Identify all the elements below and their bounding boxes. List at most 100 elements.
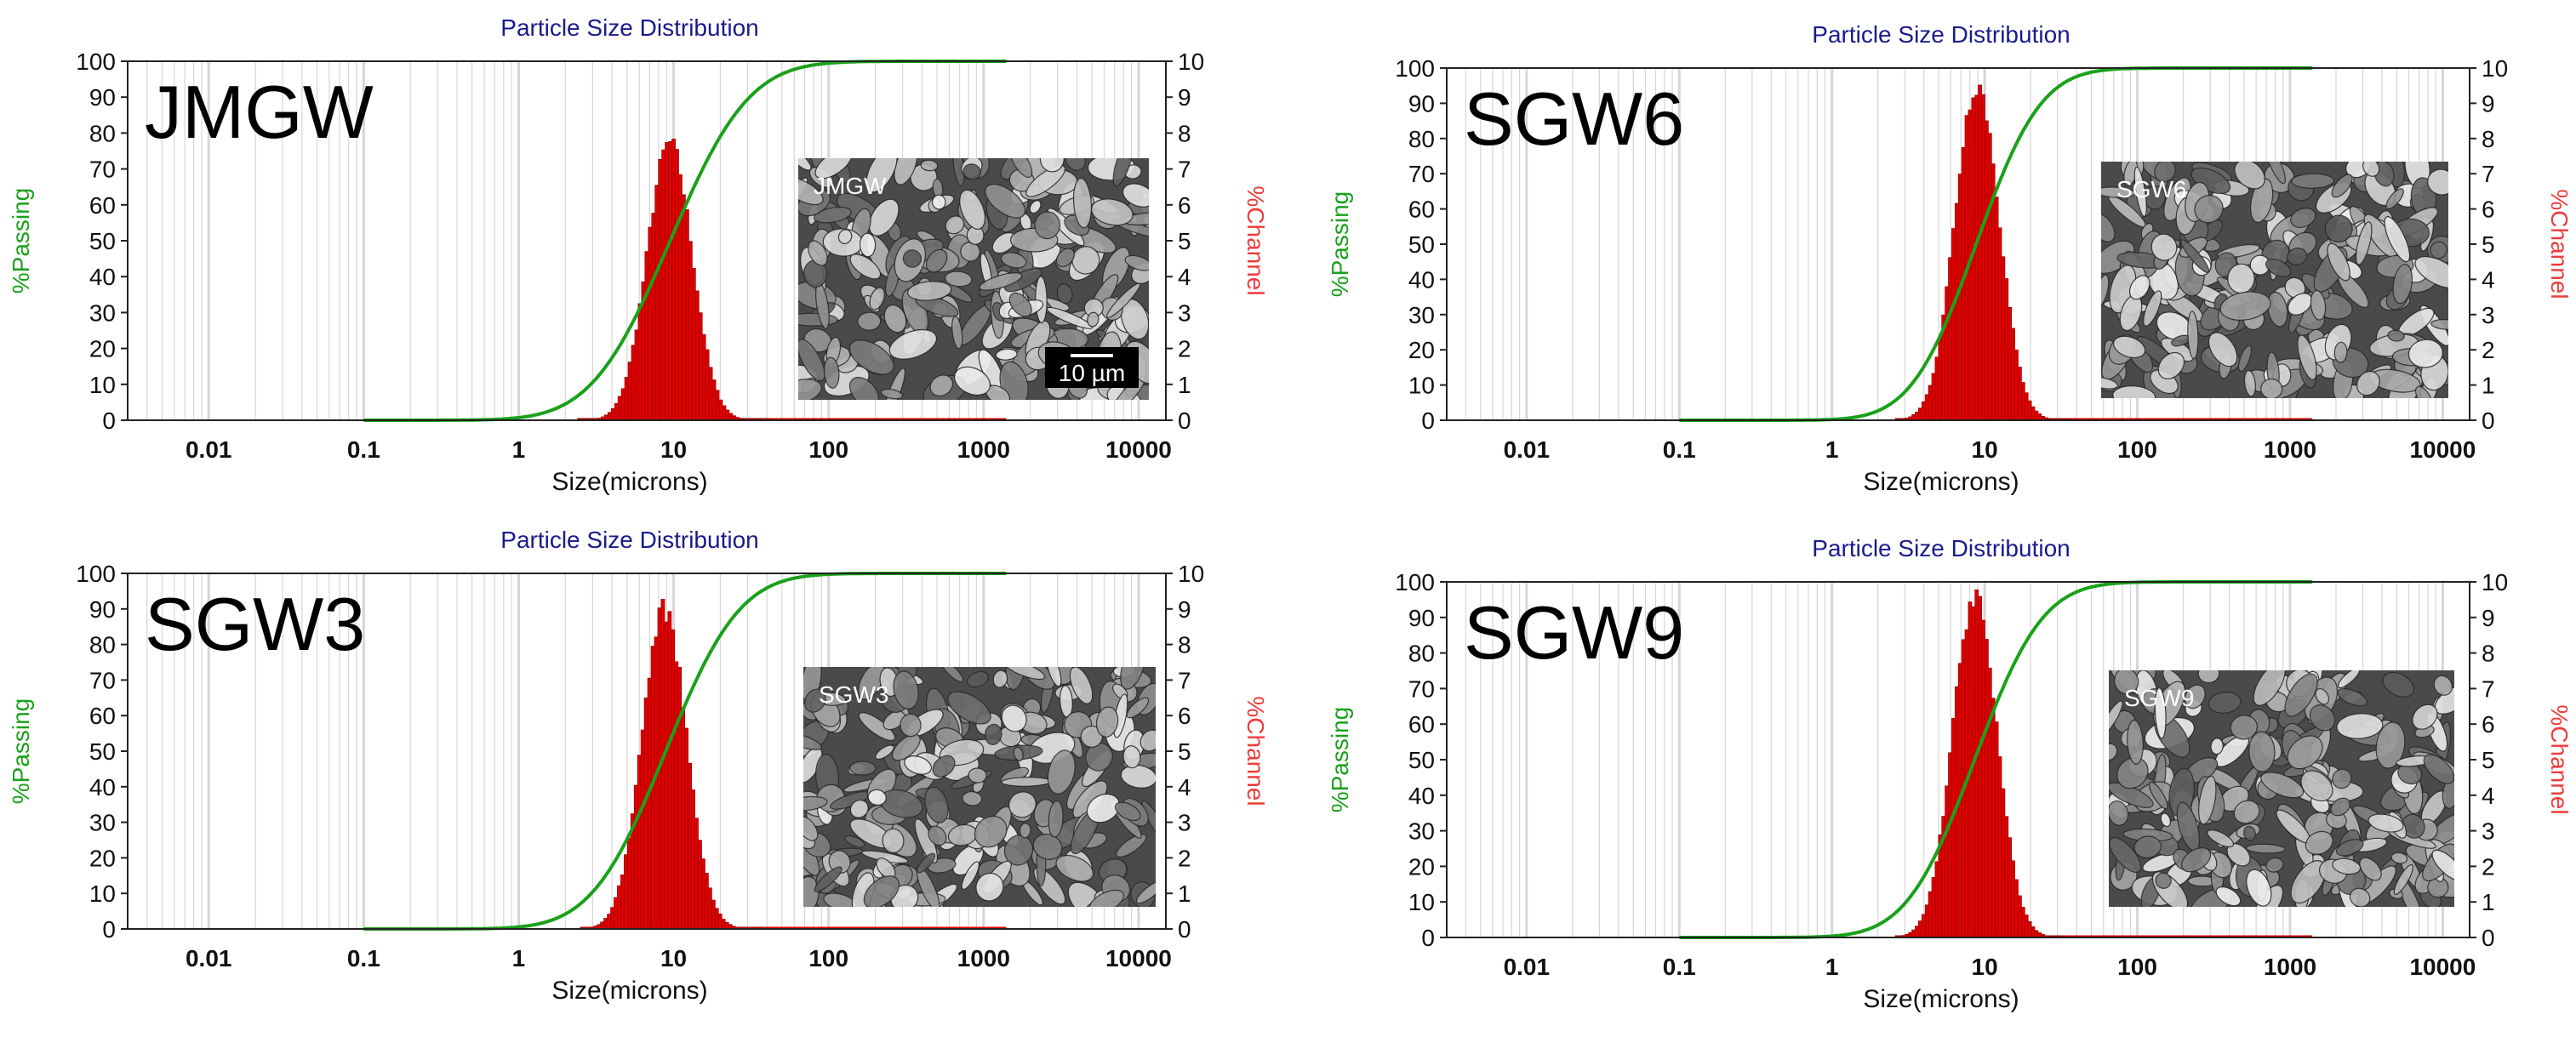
channel-bar: [688, 241, 693, 421]
channel-bar: [675, 149, 679, 421]
channel-bar: [1915, 411, 1919, 421]
y-tick-right: 2: [1178, 845, 1191, 871]
channel-bar: [698, 840, 702, 930]
channel-bar: [1987, 133, 1992, 421]
channel-bar: [658, 159, 663, 421]
sem-flake: [2382, 671, 2415, 698]
sem-image-label: JMGW: [814, 173, 887, 199]
channel-bar: [626, 838, 631, 930]
panel-label: SGW6: [1464, 77, 1684, 161]
sem-flake: [2260, 772, 2305, 799]
channel-bar: [671, 139, 676, 421]
sem-flake: [2116, 757, 2149, 789]
chart-title: Particle Size Distribution: [500, 14, 758, 41]
channel-bar: [654, 636, 659, 930]
channel-bar: [711, 899, 716, 930]
channel-bar: [2034, 930, 2039, 938]
sem-flake: [888, 328, 938, 360]
y-tick-right: 6: [2482, 197, 2495, 223]
channel-bar: [667, 611, 672, 930]
sem-flake: [2288, 293, 2313, 316]
y-axis-label-left: %Passing: [1327, 707, 1353, 813]
sem-flake: [2215, 886, 2242, 907]
y-axis-label-right: %Channel: [2546, 189, 2573, 299]
channel-bar: [2001, 788, 2006, 938]
channel-bar: [624, 377, 629, 421]
sem-flake: [798, 176, 824, 206]
sem-image-label: SGW6: [2116, 176, 2186, 202]
sem-flake: [2184, 684, 2206, 709]
y-tick-right: 8: [1178, 632, 1191, 658]
y-tick-left: 80: [89, 120, 116, 146]
y-tick-left: 10: [1408, 373, 1435, 399]
x-axis-label: Size(microns): [551, 468, 707, 496]
sem-flake: [2430, 241, 2447, 259]
channel-bar: [2037, 413, 2042, 421]
y-tick-left: 40: [1408, 266, 1435, 293]
sem-flake: [2368, 813, 2404, 833]
sem-flake: [1087, 311, 1100, 328]
sem-flake: [803, 875, 820, 907]
y-tick-left: 0: [102, 916, 116, 943]
x-tick: 10: [660, 436, 687, 463]
sem-flake: [2112, 385, 2156, 398]
y-tick-left: 50: [89, 738, 116, 765]
sem-flake: [2362, 162, 2380, 177]
sem-flake: [803, 795, 828, 812]
y-tick-right: 2: [2482, 337, 2495, 363]
sem-image-label: SGW3: [819, 681, 888, 708]
channel-bar: [631, 345, 636, 421]
sem-flake: [904, 755, 933, 775]
sem-flake: [2431, 849, 2454, 881]
sem-flake: [814, 866, 842, 892]
sem-flake: [863, 875, 900, 907]
x-tick: 1: [512, 436, 526, 463]
channel-bar: [1911, 929, 1916, 938]
channel-bars: [580, 598, 767, 930]
sem-flake: [823, 892, 858, 907]
sem-flake: [2113, 670, 2139, 695]
channel-bar: [2014, 879, 2019, 938]
sem-flake: [2287, 735, 2323, 770]
sem-flake: [2194, 195, 2224, 224]
sem-flake: [803, 816, 819, 841]
sem-flake: [2349, 887, 2371, 907]
channel-bar: [2001, 256, 2006, 421]
channel-bar: [637, 303, 643, 421]
channel-bar: [1934, 861, 1939, 938]
y-tick-right: 10: [2482, 569, 2508, 595]
sem-flake: [2310, 289, 2327, 321]
y-tick-left: 30: [1408, 302, 1435, 328]
sem-flake: [968, 767, 987, 783]
y-tick-right: 5: [1178, 228, 1191, 254]
channel-bar: [1987, 667, 1992, 938]
x-tick: 10: [1972, 954, 1998, 980]
sem-flake: [1095, 706, 1119, 738]
x-tick: 0.01: [186, 436, 232, 463]
sem-flake: [2287, 248, 2308, 265]
channel-bar: [607, 914, 611, 930]
y-tick-right: 10: [1178, 561, 1204, 587]
sem-flake: [2324, 214, 2353, 243]
sem-flake: [1055, 248, 1075, 268]
sem-image: JMGW 10 µm: [798, 158, 1149, 400]
sem-flake: [2414, 385, 2434, 398]
channel-bar: [1978, 84, 1982, 421]
channel-bar: [1921, 914, 1926, 938]
sem-flake: [906, 281, 952, 301]
x-tick: 10: [1972, 436, 1998, 463]
y-tick-right: 7: [1178, 667, 1191, 693]
sem-flake: [920, 159, 939, 172]
sem-flake: [2265, 258, 2292, 277]
channel-bar: [1951, 228, 1956, 421]
sem-flake: [2101, 212, 2116, 242]
sem-flake: [882, 828, 905, 854]
channel-bar: [705, 349, 710, 421]
sem-flake: [953, 366, 991, 396]
sem-flake: [808, 240, 828, 266]
channel-bar: [1954, 202, 1959, 421]
y-tick-left: 60: [89, 703, 116, 729]
channel-bar: [1924, 904, 1929, 938]
channel-bar: [627, 362, 632, 421]
sem-flake: [857, 311, 882, 331]
